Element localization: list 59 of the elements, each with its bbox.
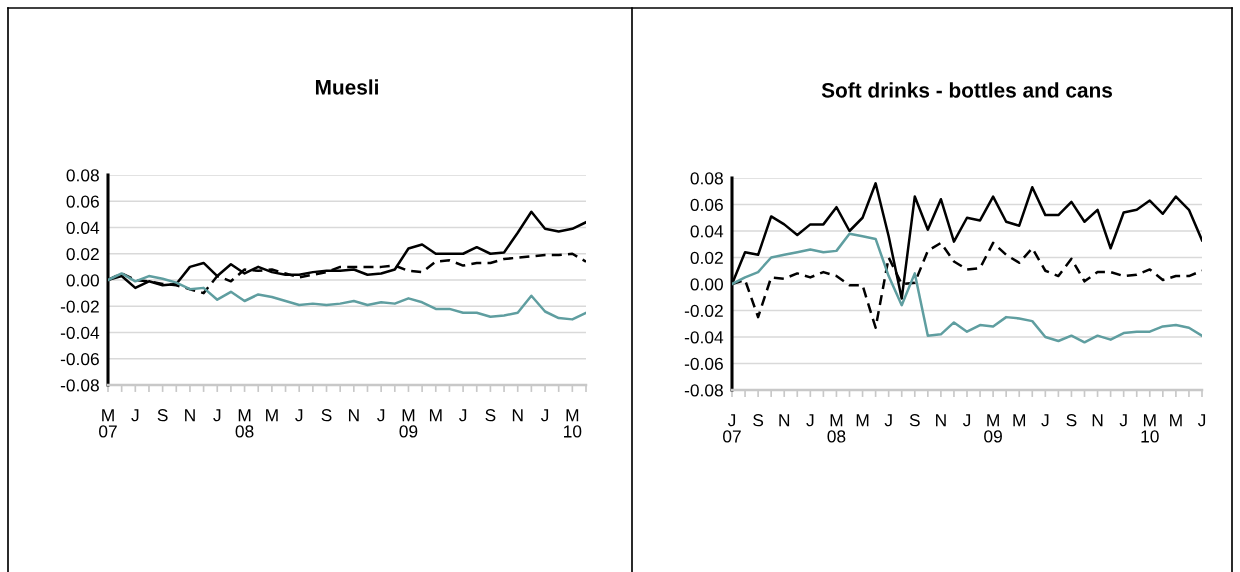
x-tick-label: M — [856, 414, 869, 427]
y-tick-label: -0.08 — [684, 384, 723, 397]
x-tick-label: S — [321, 409, 332, 422]
x-tick-label: J — [884, 414, 892, 427]
x-tick-label: N — [779, 414, 790, 427]
y-tick-label: -0.02 — [684, 304, 723, 317]
x-tick-label: J — [806, 414, 814, 427]
x-tick-label: J — [459, 409, 467, 422]
y-tick-label: 0.08 — [690, 172, 723, 185]
y-tick-label: 0.02 — [66, 247, 99, 261]
y-tick-label: -0.06 — [684, 357, 723, 370]
chart-title: Muesli — [315, 79, 378, 95]
x-tick-label: M 09 — [984, 414, 1002, 443]
x-tick-label: M — [1013, 414, 1026, 427]
line-series — [108, 272, 586, 321]
y-tick-label: -0.08 — [60, 379, 99, 392]
x-tick-label: M 08 — [235, 409, 254, 438]
y-tick-label: 0.00 — [66, 274, 99, 287]
x-tick-label: J — [1119, 414, 1127, 427]
x-tick-label: N — [348, 409, 359, 422]
x-tick-label: M — [1170, 414, 1182, 427]
y-tick-label: 0.04 — [66, 221, 100, 234]
x-tick-label: S — [157, 409, 168, 422]
x-tick-label: N — [512, 409, 523, 422]
x-tick-label: S — [753, 414, 764, 427]
x-tick-label: J — [1197, 414, 1206, 427]
y-tick-label: 0.00 — [690, 278, 723, 291]
x-tick-label: J — [295, 409, 303, 422]
y-tick-label: 0.08 — [66, 169, 99, 182]
x-tick-label: J 07 — [723, 414, 741, 443]
x-tick-label: J — [540, 409, 549, 422]
x-tick-label: N — [185, 409, 195, 422]
y-tick-label: -0.06 — [60, 352, 99, 366]
y-tick-label: 0.06 — [690, 198, 723, 211]
x-tick-label: N — [936, 414, 946, 427]
x-tick-label: S — [485, 409, 496, 422]
y-tick-label: 0.02 — [690, 251, 723, 264]
x-tick-label: M — [266, 409, 278, 422]
x-tick-label: J — [377, 409, 385, 422]
x-tick-label: J — [962, 414, 971, 427]
x-tick-label: M 09 — [399, 409, 418, 438]
y-tick-label: -0.04 — [684, 331, 724, 344]
y-tick-label: -0.02 — [60, 300, 99, 313]
x-tick-label: N — [1092, 414, 1103, 427]
x-tick-label: J — [1041, 414, 1049, 427]
y-tick-label: 0.06 — [66, 195, 99, 208]
x-tick-label: S — [909, 414, 920, 427]
x-tick-label: S — [1066, 414, 1077, 427]
x-tick-label: J — [213, 409, 221, 422]
chart-title: Soft drinks - bottles and cans — [821, 82, 1113, 98]
y-tick-label: -0.04 — [60, 326, 100, 339]
line-series — [732, 232, 1202, 344]
x-tick-label: J — [131, 409, 139, 422]
x-tick-label: M 10 — [1141, 414, 1159, 443]
x-tick-label: M 10 — [564, 409, 582, 438]
x-tick-label: M — [429, 409, 442, 422]
x-tick-label: M 07 — [99, 409, 117, 438]
y-tick-label: 0.04 — [690, 225, 724, 238]
x-tick-label: M 08 — [827, 414, 846, 443]
